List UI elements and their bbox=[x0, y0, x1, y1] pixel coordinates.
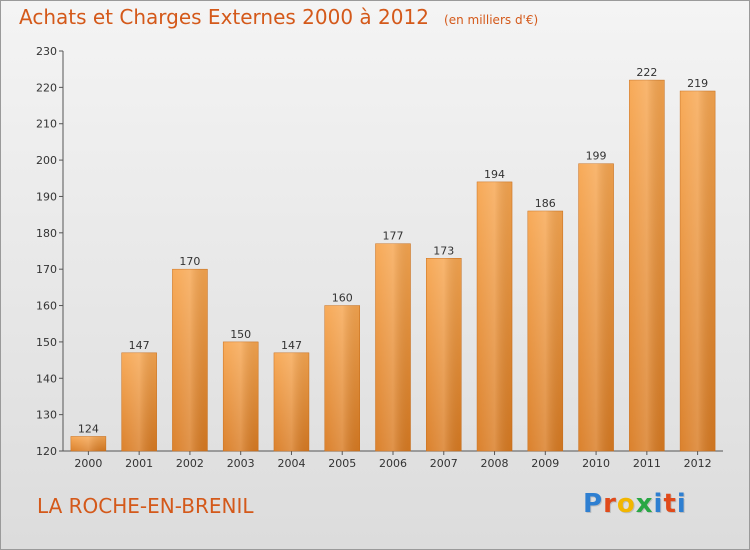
bar-shine-2006 bbox=[375, 243, 411, 451]
bar-shine-2009 bbox=[527, 211, 563, 451]
y-tick-label: 180 bbox=[36, 227, 57, 240]
x-tick-label-2009: 2009 bbox=[531, 457, 559, 470]
bar-shine-2007 bbox=[426, 258, 462, 451]
y-tick-label: 200 bbox=[36, 154, 57, 167]
logo-letter: i bbox=[676, 489, 687, 519]
bar-shine-2005 bbox=[324, 305, 360, 451]
y-tick-label: 210 bbox=[36, 118, 57, 131]
y-tick-label: 140 bbox=[36, 372, 57, 385]
axis-layer: 120 130 140 150 160 170 180 190 200 210 220 230 2000… bbox=[36, 45, 723, 470]
data-label-2011: 222 bbox=[636, 66, 657, 79]
bar-shine-2002 bbox=[172, 269, 208, 451]
logo-letter: x bbox=[635, 489, 654, 519]
data-label-2009: 186 bbox=[535, 197, 556, 210]
bar-shine-2000 bbox=[70, 436, 106, 451]
x-tick-label-2001: 2001 bbox=[125, 457, 153, 470]
x-tick-label-2006: 2006 bbox=[379, 457, 407, 470]
data-label-2000: 124 bbox=[78, 422, 99, 435]
x-tick-label-2008: 2008 bbox=[481, 457, 509, 470]
data-label-2003: 150 bbox=[230, 328, 251, 341]
x-tick-label-2002: 2002 bbox=[176, 457, 204, 470]
logo-letter: t bbox=[663, 489, 677, 519]
x-tick-label-2000: 2000 bbox=[74, 457, 102, 470]
y-tick-label: 170 bbox=[36, 263, 57, 276]
data-label-2007: 173 bbox=[433, 244, 454, 257]
bar-shine-2010 bbox=[578, 163, 614, 451]
y-tick-label: 220 bbox=[36, 81, 57, 94]
data-label-2001: 147 bbox=[129, 339, 150, 352]
data-label-2006: 177 bbox=[383, 230, 404, 243]
x-tick-label-2003: 2003 bbox=[227, 457, 255, 470]
data-label-2010: 199 bbox=[586, 150, 607, 163]
data-label-2004: 147 bbox=[281, 339, 302, 352]
logo-letter: r bbox=[603, 489, 617, 519]
y-tick-label: 120 bbox=[36, 445, 57, 458]
data-label-2012: 219 bbox=[687, 77, 708, 90]
bar-shine-2004 bbox=[273, 352, 309, 451]
y-tick-label: 190 bbox=[36, 190, 57, 203]
logo-letter: P bbox=[583, 489, 604, 519]
bar-shine-2001 bbox=[121, 352, 157, 451]
bar-shine-2008 bbox=[477, 181, 513, 451]
y-tick-label: 230 bbox=[36, 45, 57, 58]
data-label-2008: 194 bbox=[484, 168, 505, 181]
commune-name: LA ROCHE-EN-BRENIL bbox=[37, 494, 254, 518]
y-tick-label: 130 bbox=[36, 409, 57, 422]
proxiti-logo: Proxiti bbox=[583, 489, 687, 519]
bar-layer: 124 147 170 150 147 160 177 173 194 186 199 222 219 bbox=[70, 66, 716, 452]
logo-letter: o bbox=[616, 489, 636, 519]
data-label-2002: 170 bbox=[179, 255, 200, 268]
x-tick-label-2010: 2010 bbox=[582, 457, 610, 470]
x-tick-label-2012: 2012 bbox=[684, 457, 712, 470]
data-label-2005: 160 bbox=[332, 292, 353, 305]
logo-letter: i bbox=[653, 489, 664, 519]
x-tick-label-2004: 2004 bbox=[277, 457, 305, 470]
y-tick-label: 160 bbox=[36, 300, 57, 313]
bar-shine-2003 bbox=[223, 341, 259, 451]
bar-shine-2011 bbox=[629, 80, 665, 451]
chart-unit: (en milliers d'€) bbox=[444, 13, 539, 27]
title-row: Achats et Charges Externes 2000 à 2012 (… bbox=[19, 5, 538, 29]
x-tick-label-2011: 2011 bbox=[633, 457, 661, 470]
chart-title: Achats et Charges Externes 2000 à 2012 bbox=[19, 5, 429, 29]
bar-shine-2012 bbox=[680, 91, 716, 451]
x-tick-label-2005: 2005 bbox=[328, 457, 356, 470]
y-tick-label: 150 bbox=[36, 336, 57, 349]
x-tick-label-2007: 2007 bbox=[430, 457, 458, 470]
